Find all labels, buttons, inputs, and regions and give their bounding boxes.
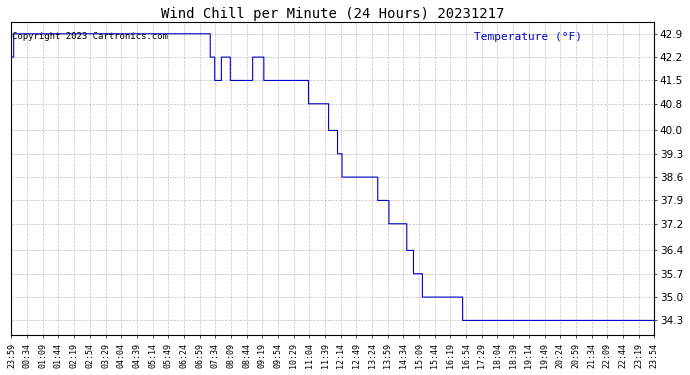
Text: Copyright 2023 Cartronics.com: Copyright 2023 Cartronics.com (12, 32, 168, 40)
Text: Temperature (°F): Temperature (°F) (474, 32, 582, 42)
Title: Wind Chill per Minute (24 Hours) 20231217: Wind Chill per Minute (24 Hours) 2023121… (161, 7, 504, 21)
